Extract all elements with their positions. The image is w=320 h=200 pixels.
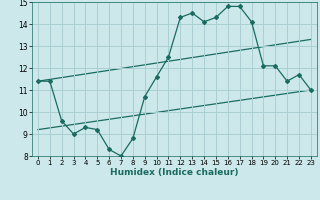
X-axis label: Humidex (Indice chaleur): Humidex (Indice chaleur) [110, 168, 239, 177]
